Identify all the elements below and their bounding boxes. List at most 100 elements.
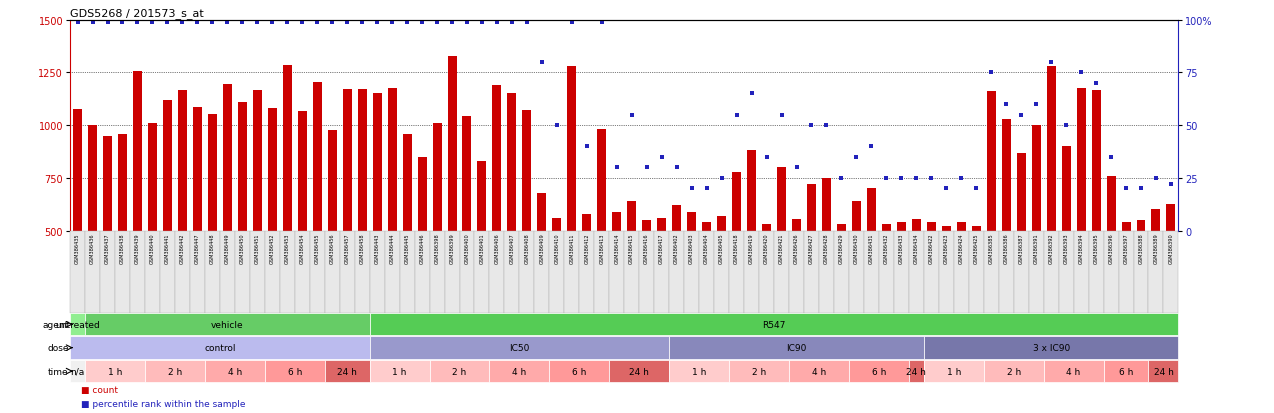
Text: GSM386431: GSM386431 bbox=[869, 233, 874, 263]
Text: 6 h: 6 h bbox=[871, 367, 887, 376]
Point bbox=[771, 112, 791, 119]
Point bbox=[936, 185, 957, 192]
Text: GSM386413: GSM386413 bbox=[599, 233, 604, 263]
Point bbox=[427, 19, 447, 26]
Point bbox=[711, 175, 731, 182]
Text: 1 h: 1 h bbox=[947, 367, 961, 376]
Bar bbox=[115, 231, 130, 313]
Point bbox=[352, 19, 372, 26]
Bar bbox=[85, 360, 145, 382]
Bar bbox=[493, 86, 502, 231]
Text: 2 h: 2 h bbox=[1006, 367, 1020, 376]
Point bbox=[1101, 154, 1121, 161]
Text: GSM386448: GSM386448 bbox=[210, 233, 215, 263]
Bar bbox=[429, 231, 445, 313]
Text: 6 h: 6 h bbox=[1119, 367, 1133, 376]
Bar bbox=[1103, 231, 1119, 313]
Bar bbox=[161, 231, 175, 313]
Text: GSM386403: GSM386403 bbox=[689, 233, 694, 263]
Point bbox=[262, 19, 283, 26]
Text: GSM386438: GSM386438 bbox=[120, 233, 125, 263]
Bar bbox=[250, 231, 265, 313]
Bar bbox=[505, 231, 520, 313]
Bar bbox=[1001, 119, 1010, 231]
Bar bbox=[312, 83, 322, 231]
Text: GSM386421: GSM386421 bbox=[778, 233, 784, 263]
Point bbox=[531, 59, 552, 66]
Bar bbox=[522, 111, 531, 231]
Bar bbox=[894, 231, 908, 313]
Bar bbox=[1134, 231, 1148, 313]
Text: GSM386434: GSM386434 bbox=[913, 233, 919, 263]
Bar bbox=[1148, 231, 1163, 313]
Bar bbox=[433, 124, 442, 231]
Point bbox=[801, 123, 822, 129]
Point bbox=[502, 19, 522, 26]
Bar bbox=[325, 360, 369, 382]
Text: GSM386433: GSM386433 bbox=[899, 233, 903, 263]
Text: GSM386443: GSM386443 bbox=[375, 233, 380, 263]
Bar bbox=[298, 112, 307, 231]
Bar bbox=[987, 92, 996, 231]
Bar bbox=[924, 231, 939, 313]
Point bbox=[247, 19, 268, 26]
Bar bbox=[640, 231, 655, 313]
Text: GSM386406: GSM386406 bbox=[494, 233, 499, 263]
Bar bbox=[733, 172, 741, 231]
Point bbox=[846, 154, 866, 161]
Text: GSM386430: GSM386430 bbox=[854, 233, 859, 263]
Text: GSM386436: GSM386436 bbox=[90, 233, 96, 263]
Point bbox=[921, 175, 941, 182]
Bar bbox=[669, 337, 924, 359]
Text: ■ percentile rank within the sample: ■ percentile rank within the sample bbox=[82, 399, 246, 408]
Bar bbox=[837, 225, 846, 231]
Point bbox=[397, 19, 418, 26]
Bar bbox=[789, 360, 848, 382]
Point bbox=[203, 19, 223, 26]
Bar bbox=[400, 231, 414, 313]
Bar bbox=[941, 227, 950, 231]
Point bbox=[1161, 181, 1181, 188]
Text: GSM386399: GSM386399 bbox=[450, 233, 455, 263]
Bar bbox=[594, 231, 609, 313]
Bar bbox=[549, 231, 564, 313]
Bar bbox=[804, 231, 819, 313]
Text: GSM386451: GSM386451 bbox=[255, 233, 260, 263]
Text: GSM386398: GSM386398 bbox=[434, 233, 440, 263]
Text: 1 h: 1 h bbox=[392, 367, 406, 376]
Bar bbox=[478, 161, 487, 231]
Bar bbox=[343, 90, 352, 231]
Bar bbox=[879, 231, 894, 313]
Bar bbox=[369, 337, 669, 359]
Bar bbox=[145, 360, 205, 382]
Bar bbox=[1119, 231, 1134, 313]
Bar bbox=[834, 231, 848, 313]
Text: GSM386424: GSM386424 bbox=[959, 233, 963, 263]
Text: GSM386439: GSM386439 bbox=[135, 233, 140, 263]
Text: GSM386404: GSM386404 bbox=[705, 233, 710, 263]
Point bbox=[786, 164, 806, 171]
Point bbox=[591, 19, 612, 26]
Bar bbox=[926, 223, 936, 231]
Text: GSM386388: GSM386388 bbox=[1139, 233, 1144, 263]
Bar bbox=[1136, 221, 1145, 231]
Text: GSM386407: GSM386407 bbox=[510, 233, 515, 263]
Point bbox=[757, 154, 777, 161]
Bar bbox=[132, 72, 141, 231]
Text: agent: agent bbox=[42, 320, 69, 329]
Bar bbox=[265, 231, 280, 313]
Bar bbox=[70, 313, 85, 336]
Text: GSM386409: GSM386409 bbox=[539, 233, 544, 263]
Point bbox=[1056, 123, 1077, 129]
Point bbox=[232, 19, 252, 26]
Text: GSM386396: GSM386396 bbox=[1108, 233, 1113, 263]
Bar bbox=[822, 178, 831, 231]
Text: 1 h: 1 h bbox=[108, 367, 122, 376]
Text: GSM386414: GSM386414 bbox=[614, 233, 619, 263]
Text: GSM386442: GSM386442 bbox=[180, 233, 185, 263]
Bar bbox=[460, 231, 474, 313]
Point bbox=[726, 112, 747, 119]
Bar bbox=[984, 360, 1043, 382]
Bar bbox=[549, 360, 609, 382]
Point bbox=[651, 154, 671, 161]
